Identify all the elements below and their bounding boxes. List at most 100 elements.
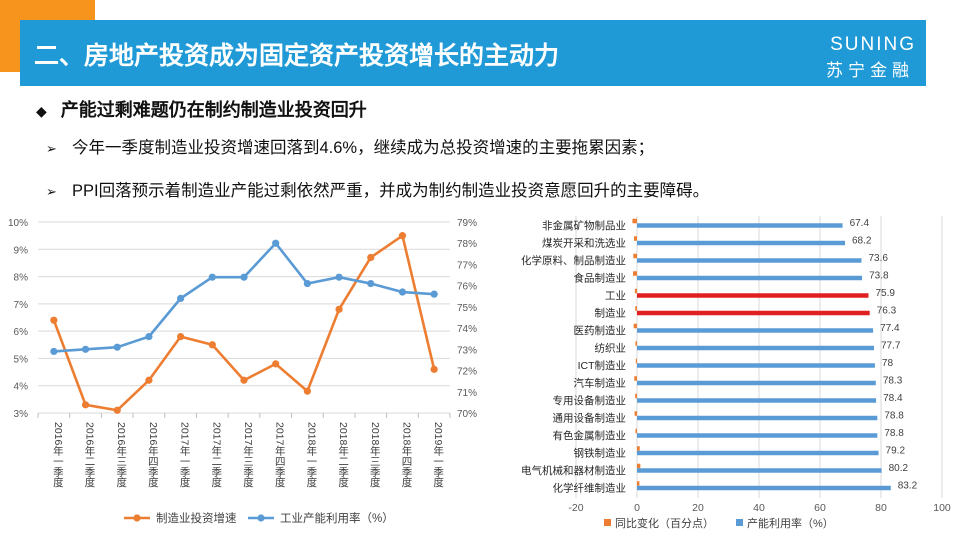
utilization-bar — [637, 328, 874, 333]
x-tick-label: 80 — [875, 502, 887, 514]
utilization-bar — [637, 450, 879, 456]
utilization-bar — [637, 240, 846, 246]
change-bar — [634, 288, 637, 294]
category-label: 专用设备制造业 — [553, 394, 627, 407]
change-bar — [632, 218, 637, 224]
data-point — [145, 376, 153, 384]
change-bar — [633, 236, 637, 241]
change-bar — [637, 481, 640, 486]
legend-marker — [133, 514, 141, 522]
section-subtitle: ◆ 产能过剩难题仍在制约制造业投资回升 — [36, 96, 367, 122]
change-bar — [634, 411, 637, 416]
data-label: 78.8 — [884, 410, 904, 421]
data-point — [240, 376, 248, 384]
data-label: 75.9 — [875, 288, 895, 299]
data-point — [81, 345, 90, 353]
data-label: 73.8 — [869, 270, 889, 281]
data-point — [50, 316, 58, 324]
x-tick-label: 2016年二季度 — [84, 422, 96, 488]
left-y-tick-label: 7% — [14, 300, 29, 311]
data-point — [367, 279, 375, 288]
category-label: 电气机械和器材制造业 — [521, 464, 626, 477]
data-label: 80.2 — [889, 463, 909, 474]
category-label: 汽车制造业 — [574, 376, 627, 389]
right-y-tick-label: 78% — [457, 239, 477, 250]
utilization-bar — [637, 345, 874, 351]
x-tick-label: 2018年四季度 — [400, 422, 412, 488]
subtitle-text: 产能过剩难题仍在制约制造业投资回升 — [60, 100, 367, 120]
arrow-bullet-icon: ➢ — [46, 141, 57, 156]
legend-swatch — [736, 519, 743, 526]
data-label: 73.6 — [868, 253, 888, 264]
utilization-bar — [637, 415, 878, 421]
left-y-tick-label: 10% — [8, 218, 28, 229]
x-tick-label: 2018年二季度 — [337, 422, 349, 488]
data-label: 68.2 — [852, 235, 872, 246]
x-tick-label: 40 — [753, 502, 765, 514]
change-bar — [637, 446, 640, 451]
category-label: 煤炭开采和洗选业 — [542, 236, 626, 249]
utilization-bar — [637, 258, 862, 263]
series-line — [52, 233, 436, 412]
right-y-tick-label: 79% — [457, 218, 477, 229]
title-bar: 二、房地产投资成为固定资产投资增长的主动力 SUNING 苏宁金融 — [20, 20, 926, 86]
suning-logo-cn: 苏宁金融 — [826, 61, 914, 80]
highlight-bar — [637, 293, 869, 298]
left-y-tick-label: 6% — [14, 327, 29, 338]
change-bar — [633, 253, 637, 259]
right-y-tick-label: 77% — [457, 260, 477, 271]
right-y-tick-label: 75% — [457, 303, 477, 314]
x-tick-label: 2018年一季度 — [305, 422, 317, 488]
category-label: ICT制造业 — [578, 359, 626, 372]
utilization-bar — [637, 275, 863, 281]
data-point — [240, 273, 248, 281]
change-bar — [637, 463, 641, 469]
data-label: 76.3 — [877, 305, 897, 316]
legend-label: 制造业投资增速 — [156, 511, 237, 525]
data-point — [398, 288, 407, 296]
x-tick-label: 20 — [692, 502, 704, 514]
x-tick-label: 2018年三季度 — [369, 422, 381, 488]
right-y-tick-label: 73% — [457, 345, 477, 356]
arrow-bullet-icon: ➢ — [46, 184, 57, 199]
data-point — [177, 294, 185, 302]
data-label: 67.4 — [850, 218, 870, 229]
highlight-bar — [637, 310, 870, 316]
right-y-tick-label: 71% — [457, 388, 477, 399]
data-point — [303, 279, 311, 288]
x-tick-label: 2016年一季度 — [52, 422, 64, 488]
data-point — [272, 360, 280, 368]
bullet-item: ➢ PPI回落预示着制造业产能过剩依然严重，并成为制约制造业投资意愿回升的主要障碍… — [46, 177, 709, 201]
category-label: 制造业 — [595, 306, 627, 319]
utilization-bar — [637, 468, 882, 473]
change-bar — [633, 271, 637, 276]
data-point — [50, 347, 58, 356]
data-point — [335, 273, 343, 281]
x-tick-label: 2016年三季度 — [115, 422, 127, 488]
category-label: 医药制造业 — [574, 324, 627, 337]
category-label: 食品制造业 — [574, 271, 627, 284]
data-label: 83.2 — [898, 480, 918, 491]
x-tick-label: 60 — [814, 502, 826, 514]
slide-title: 二、房地产投资成为固定资产投资增长的主动力 — [34, 42, 560, 70]
utilization-bar — [637, 398, 877, 403]
change-bar — [635, 393, 637, 399]
left-y-tick-label: 8% — [14, 273, 29, 284]
data-point — [367, 253, 375, 262]
bullet-text: PPI回落预示着制造业产能过剩依然严重，并成为制约制造业投资意愿回升的主要障碍。 — [72, 182, 710, 200]
legend-label: 产能利用率（%） — [747, 516, 834, 530]
data-point — [430, 290, 438, 298]
data-point — [145, 333, 153, 341]
category-label: 通用设备制造业 — [553, 411, 627, 424]
data-point — [303, 387, 311, 395]
category-label: 工业 — [605, 290, 626, 302]
bullet-item: ➢ 今年一季度制造业投资增速回落到4.6%，继续成为总投资增速的主要拖累因素； — [46, 134, 654, 158]
left-y-tick-label: 5% — [14, 354, 29, 365]
data-point — [208, 341, 216, 349]
x-tick-label: 0 — [634, 502, 640, 514]
data-label: 78.3 — [883, 375, 903, 386]
utilization-bar — [637, 380, 876, 386]
suning-logo-en: SUNING — [830, 34, 916, 55]
data-point — [272, 239, 280, 247]
utilization-bar — [637, 433, 878, 438]
